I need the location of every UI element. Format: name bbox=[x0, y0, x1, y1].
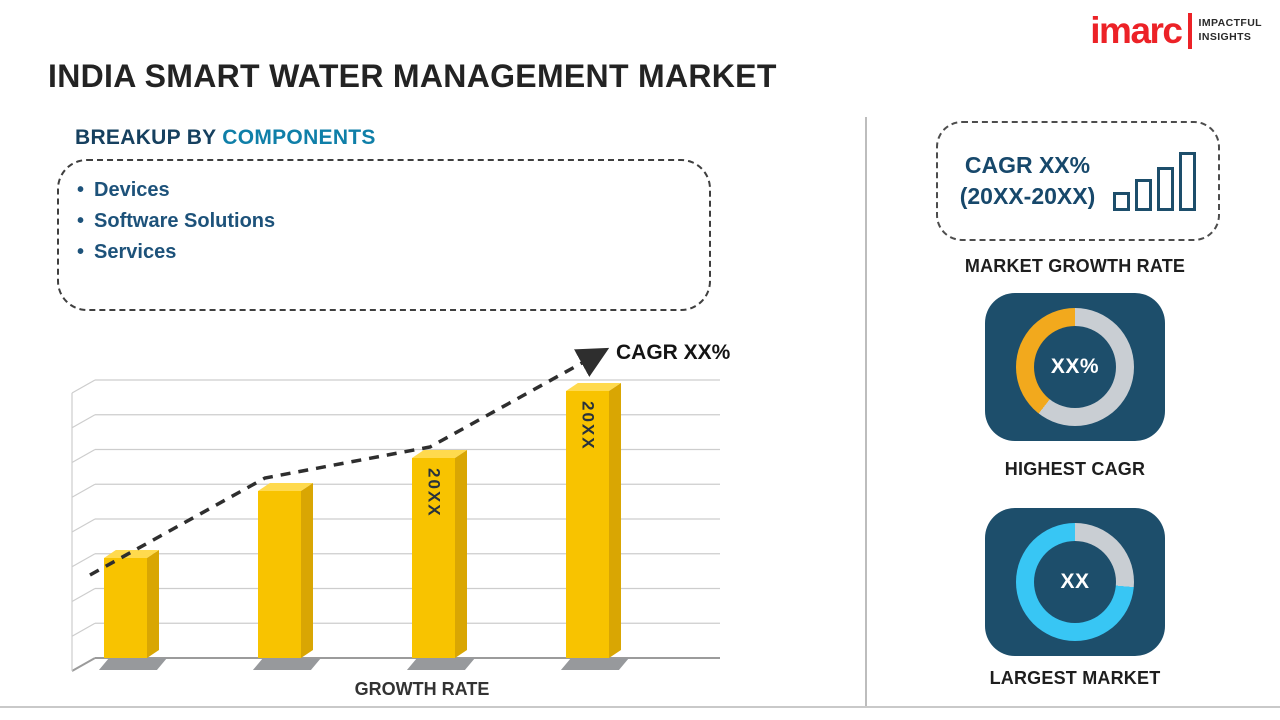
logo-divider-bar bbox=[1187, 12, 1192, 49]
cagr-box: CAGR XX% (20XX-20XX) bbox=[936, 121, 1220, 241]
chart-x-axis-label: GROWTH RATE bbox=[354, 679, 490, 699]
largest-market-value: XX bbox=[1060, 570, 1090, 593]
breakup-heading: BREAKUP BY COMPONENTS bbox=[75, 126, 376, 150]
bar-chart-icon bbox=[1113, 151, 1197, 211]
imarc-logo: imarc IMPACTFUL INSIGHTS bbox=[1090, 12, 1262, 49]
highest-cagr-value: XX% bbox=[1050, 355, 1100, 378]
cagr-box-text: CAGR XX% (20XX-20XX) bbox=[960, 150, 1096, 212]
largest-market-caption: LARGEST MARKET bbox=[989, 668, 1161, 688]
imarc-logo-text: imarc bbox=[1090, 10, 1183, 51]
cagr-box-line1: CAGR XX% bbox=[964, 151, 1091, 178]
highest-cagr-caption: HIGHEST CAGR bbox=[1004, 459, 1146, 479]
component-item: Software Solutions bbox=[77, 206, 709, 237]
breakup-heading-accent: COMPONENTS bbox=[222, 126, 376, 149]
largest-market-donut-chart: XX bbox=[1016, 523, 1134, 641]
breakup-heading-prefix: BREAKUP BY bbox=[75, 126, 223, 149]
bottom-rule-line bbox=[0, 706, 1280, 708]
logo-tagline-top: IMPACTFUL bbox=[1198, 16, 1262, 29]
market-growth-rate-label: MARKET GROWTH RATE bbox=[964, 256, 1186, 276]
component-item: Devices bbox=[77, 175, 709, 206]
section-divider-line bbox=[865, 117, 867, 707]
logo-tagline-bottom: INSIGHTS bbox=[1198, 30, 1252, 43]
page-title: INDIA SMART WATER MANAGEMENT MARKET bbox=[48, 58, 777, 94]
trend-arrow bbox=[89, 347, 610, 577]
cagr-trend-label: CAGR XX% bbox=[616, 341, 731, 364]
highest-cagr-donut-chart: XX% bbox=[1016, 308, 1134, 426]
components-box: DevicesSoftware SolutionsServices bbox=[57, 159, 711, 311]
logo-tagline: IMPACTFUL INSIGHTS bbox=[1199, 17, 1262, 44]
largest-market-card: XX bbox=[985, 508, 1165, 656]
components-list: DevicesSoftware SolutionsServices bbox=[59, 175, 709, 268]
highest-cagr-card: XX% bbox=[985, 293, 1165, 441]
component-item: Services bbox=[77, 237, 709, 268]
cagr-box-line2: (20XX-20XX) bbox=[959, 183, 1096, 209]
